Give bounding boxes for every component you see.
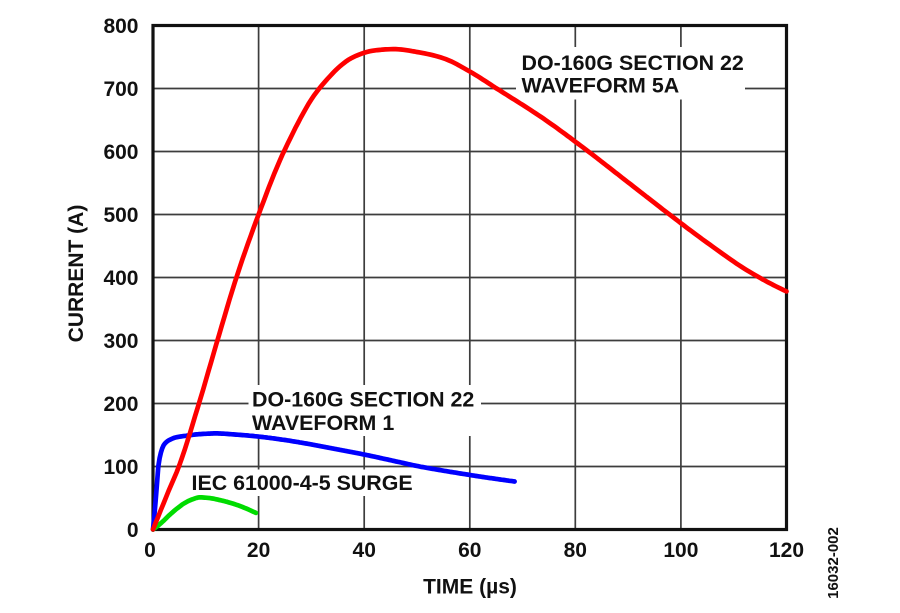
svg-text:40: 40 xyxy=(353,539,376,562)
svg-text:WAVEFORM 5A: WAVEFORM 5A xyxy=(522,74,680,98)
svg-text:300: 300 xyxy=(103,330,138,353)
svg-text:80: 80 xyxy=(564,539,587,562)
svg-text:DO-160G SECTION 22: DO-160G SECTION 22 xyxy=(522,51,744,75)
svg-text:400: 400 xyxy=(103,267,138,290)
svg-text:60: 60 xyxy=(458,539,481,562)
svg-text:700: 700 xyxy=(103,78,138,101)
svg-text:120: 120 xyxy=(769,539,804,562)
svg-text:100: 100 xyxy=(663,539,698,562)
svg-text:20: 20 xyxy=(247,539,270,562)
svg-text:100: 100 xyxy=(103,456,138,479)
svg-text:200: 200 xyxy=(103,393,138,416)
svg-text:600: 600 xyxy=(103,141,138,164)
svg-text:800: 800 xyxy=(103,15,138,38)
svg-text:500: 500 xyxy=(103,204,138,227)
svg-text:0: 0 xyxy=(144,539,156,562)
svg-text:16032-002: 16032-002 xyxy=(825,527,842,599)
svg-text:DO-160G SECTION 22: DO-160G SECTION 22 xyxy=(252,388,474,412)
svg-text:IEC 61000-4-5 SURGE: IEC 61000-4-5 SURGE xyxy=(192,471,413,495)
svg-text:CURRENT (A): CURRENT (A) xyxy=(65,205,88,343)
svg-text:TIME (µs): TIME (µs) xyxy=(423,576,517,599)
svg-text:0: 0 xyxy=(127,519,139,542)
svg-text:WAVEFORM 1: WAVEFORM 1 xyxy=(252,411,394,435)
